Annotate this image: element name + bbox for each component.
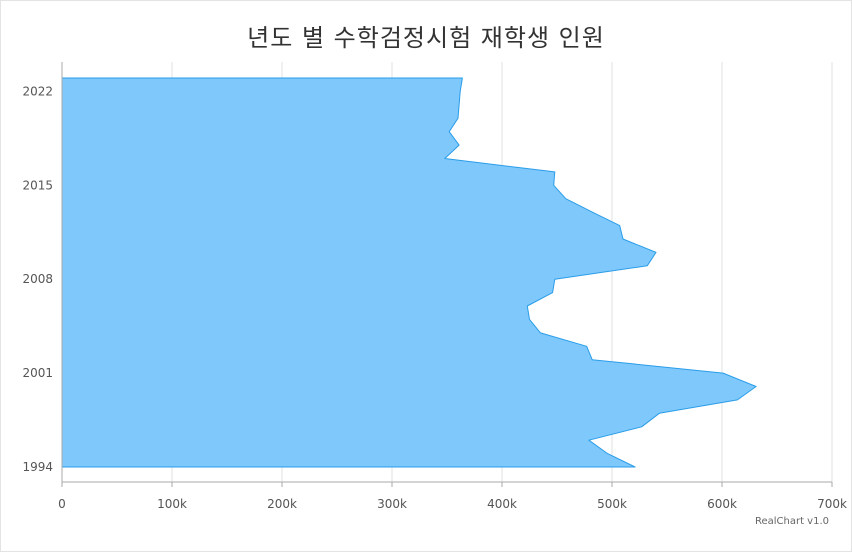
value-tick-label: 200k xyxy=(267,497,297,511)
value-tick-label: 0 xyxy=(58,497,66,511)
value-tick-label: 600k xyxy=(707,497,737,511)
credit-label: RealChart v1.0 xyxy=(754,516,829,527)
chart-title: 년도 별 수학검정시험 재학생 인원 xyxy=(247,24,605,52)
year-axis-ticks: 1994 2001 2008 2015 2022 xyxy=(22,84,53,474)
value-axis-ticks: 0 100k 200k 300k 400k 500k 600k 700k xyxy=(58,482,847,511)
value-tick-label: 400k xyxy=(487,497,517,511)
year-tick-label: 1994 xyxy=(22,460,53,474)
year-tick-label: 2022 xyxy=(22,84,53,98)
value-tick-label: 500k xyxy=(597,497,627,511)
value-tick-label: 700k xyxy=(817,497,847,511)
year-tick-label: 2001 xyxy=(22,366,53,380)
year-tick-label: 2015 xyxy=(22,178,53,192)
axes xyxy=(61,62,832,483)
value-tick-label: 100k xyxy=(157,497,187,511)
series-area xyxy=(61,77,757,468)
value-tick-label: 300k xyxy=(377,497,407,511)
year-tick-label: 2008 xyxy=(22,272,53,286)
